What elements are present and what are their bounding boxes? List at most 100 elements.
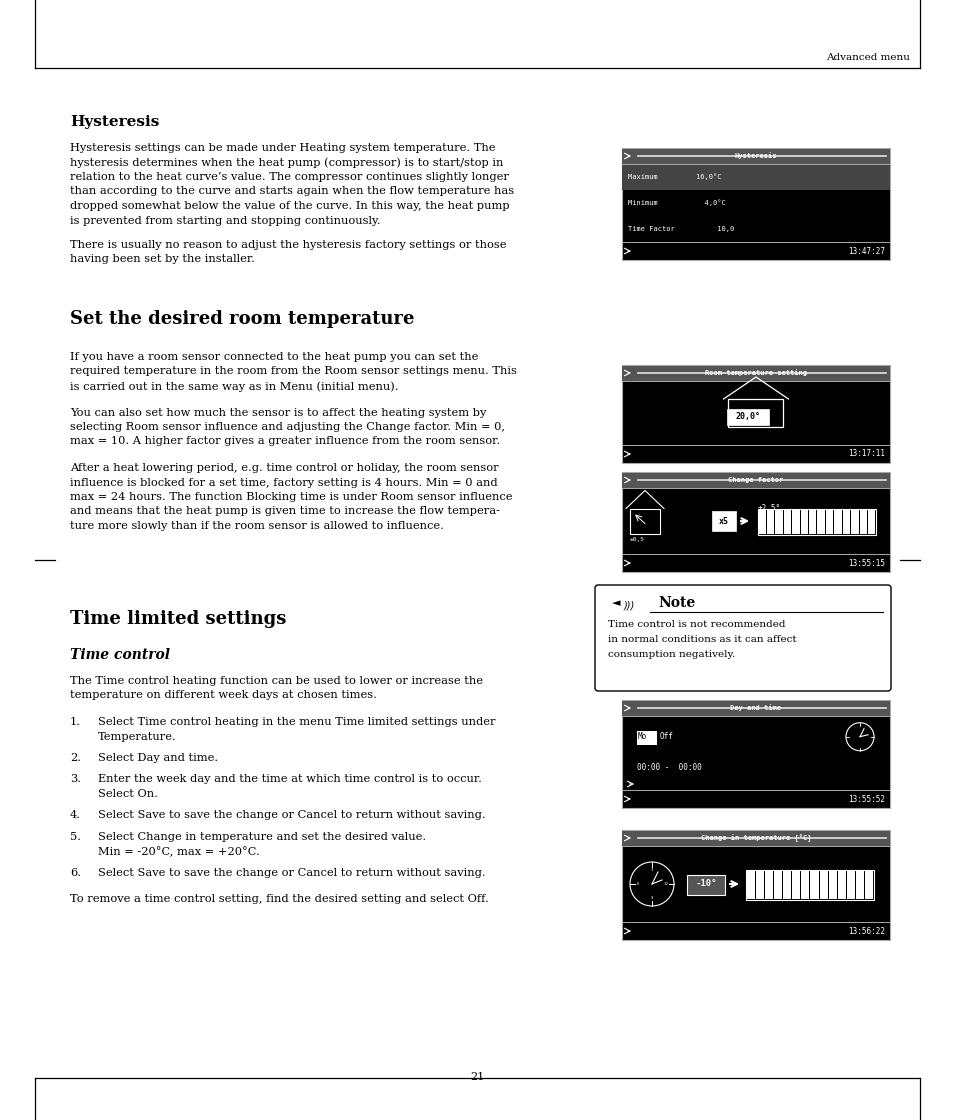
Bar — [621, 365, 889, 381]
Bar — [621, 830, 889, 940]
Bar — [850, 510, 858, 534]
Text: 13:55:52: 13:55:52 — [847, 794, 884, 803]
FancyBboxPatch shape — [595, 585, 890, 691]
Text: 1.: 1. — [70, 717, 81, 727]
Text: Select Day and time.: Select Day and time. — [98, 753, 218, 763]
Bar — [801, 871, 809, 899]
Text: ±2,5°: ±2,5° — [758, 504, 781, 513]
Text: is prevented from starting and stopping continuously.: is prevented from starting and stopping … — [70, 215, 380, 225]
Bar — [859, 510, 866, 534]
Text: 13:56:22: 13:56:22 — [847, 926, 884, 935]
Bar — [773, 871, 781, 899]
Bar — [621, 700, 889, 808]
Bar — [810, 871, 818, 899]
Text: Hysteresis: Hysteresis — [734, 152, 777, 159]
Text: max = 10. A higher factor gives a greater influence from the room sensor.: max = 10. A higher factor gives a greate… — [70, 437, 499, 447]
Text: Select Change in temperature and set the desired value.: Select Change in temperature and set the… — [98, 832, 426, 842]
Bar — [758, 508, 875, 535]
Text: Time Factor          10,0: Time Factor 10,0 — [627, 226, 734, 232]
Bar — [825, 510, 833, 534]
Bar — [855, 871, 863, 899]
Bar — [711, 511, 735, 531]
Text: If you have a room sensor connected to the heat pump you can set the: If you have a room sensor connected to t… — [70, 352, 477, 362]
Text: Mo: Mo — [638, 732, 646, 741]
Bar — [621, 148, 889, 260]
Text: 13:47:27: 13:47:27 — [847, 246, 884, 255]
Bar — [621, 164, 889, 190]
Text: Hysteresis settings can be made under Heating system temperature. The: Hysteresis settings can be made under He… — [70, 143, 495, 153]
Text: To remove a time control setting, find the desired setting and select Off.: To remove a time control setting, find t… — [70, 895, 488, 905]
Bar — [766, 510, 774, 534]
Text: Off: Off — [659, 732, 673, 741]
Text: max = 24 hours. The function Blocking time is under Room sensor influence: max = 24 hours. The function Blocking ti… — [70, 492, 512, 502]
Text: 2.: 2. — [70, 753, 81, 763]
Bar — [782, 871, 790, 899]
Bar — [686, 875, 724, 895]
Bar — [621, 472, 889, 572]
Text: consumption negatively.: consumption negatively. — [607, 650, 735, 659]
Bar — [791, 871, 800, 899]
Bar — [837, 871, 845, 899]
Bar — [828, 871, 836, 899]
Text: 3.: 3. — [70, 775, 81, 784]
Text: Minimum           4,0°C: Minimum 4,0°C — [627, 199, 725, 206]
Text: ))): ))) — [623, 600, 635, 610]
Bar — [758, 510, 765, 534]
Text: 6.: 6. — [70, 868, 81, 878]
Text: After a heat lowering period, e.g. time control or holiday, the room sensor: After a heat lowering period, e.g. time … — [70, 463, 498, 473]
Bar — [621, 830, 889, 846]
Text: You can also set how much the sensor is to affect the heating system by: You can also set how much the sensor is … — [70, 408, 486, 418]
Text: There is usually no reason to adjust the hysteresis factory settings or those: There is usually no reason to adjust the… — [70, 240, 506, 250]
Bar — [621, 148, 889, 164]
Bar — [817, 510, 824, 534]
Text: ture more slowly than if the room sensor is allowed to influence.: ture more slowly than if the room sensor… — [70, 521, 443, 531]
Text: Change in temperature [°C]: Change in temperature [°C] — [700, 834, 810, 842]
Text: having been set by the installer.: having been set by the installer. — [70, 254, 254, 264]
Text: Set the desired room temperature: Set the desired room temperature — [70, 310, 414, 328]
Bar — [621, 365, 889, 463]
Text: Enter the week day and the time at which time control is to occur.: Enter the week day and the time at which… — [98, 775, 481, 784]
Text: 13:55:15: 13:55:15 — [847, 559, 884, 568]
Text: Maximum         16,0°C: Maximum 16,0°C — [627, 174, 720, 180]
Text: Select Save to save the change or Cancel to return without saving.: Select Save to save the change or Cancel… — [98, 811, 485, 821]
Text: -10°: -10° — [695, 879, 716, 888]
Text: Select Time control heating in the menu Time limited settings under: Select Time control heating in the menu … — [98, 717, 495, 727]
Text: is carried out in the same way as in Menu (initial menu).: is carried out in the same way as in Men… — [70, 381, 398, 392]
Text: Room temperature setting: Room temperature setting — [704, 370, 806, 376]
Bar — [841, 510, 849, 534]
Text: 00:00 -  00:00: 00:00 - 00:00 — [637, 764, 701, 773]
Bar — [764, 871, 772, 899]
Bar — [629, 508, 659, 533]
Text: 13:17:11: 13:17:11 — [847, 449, 884, 458]
Bar — [621, 700, 889, 716]
Text: Select On.: Select On. — [98, 788, 157, 799]
Text: influence is blocked for a set time, factory setting is 4 hours. Min = 0 and: influence is blocked for a set time, fac… — [70, 477, 497, 487]
Text: Min = -20°C, max = +20°C.: Min = -20°C, max = +20°C. — [98, 847, 259, 857]
Bar — [637, 730, 657, 745]
Text: 21: 21 — [470, 1072, 483, 1082]
Bar — [728, 399, 782, 427]
Text: temperature on different week days at chosen times.: temperature on different week days at ch… — [70, 691, 376, 700]
Bar — [775, 510, 782, 534]
Text: Time control is not recommended: Time control is not recommended — [607, 620, 784, 629]
Text: 20,0°: 20,0° — [735, 412, 760, 421]
Text: Hysteresis: Hysteresis — [70, 115, 159, 129]
Bar — [791, 510, 799, 534]
Text: 4.: 4. — [70, 811, 81, 821]
Bar — [846, 871, 854, 899]
Bar — [867, 510, 875, 534]
Text: Advanced menu: Advanced menu — [825, 53, 909, 62]
Text: Time limited settings: Time limited settings — [70, 610, 286, 628]
Bar — [755, 871, 763, 899]
Bar — [783, 510, 790, 534]
Text: relation to the heat curve’s value. The compressor continues slightly longer: relation to the heat curve’s value. The … — [70, 172, 508, 181]
Text: The Time control heating function can be used to lower or increase the: The Time control heating function can be… — [70, 676, 482, 685]
Text: Note: Note — [658, 596, 695, 610]
Text: Change factor: Change factor — [727, 477, 782, 483]
Bar — [727, 409, 769, 424]
Text: 6: 6 — [636, 883, 639, 886]
Text: Temperature.: Temperature. — [98, 731, 176, 741]
Text: Day and time: Day and time — [730, 704, 781, 711]
Bar — [800, 510, 807, 534]
Bar — [745, 870, 873, 900]
